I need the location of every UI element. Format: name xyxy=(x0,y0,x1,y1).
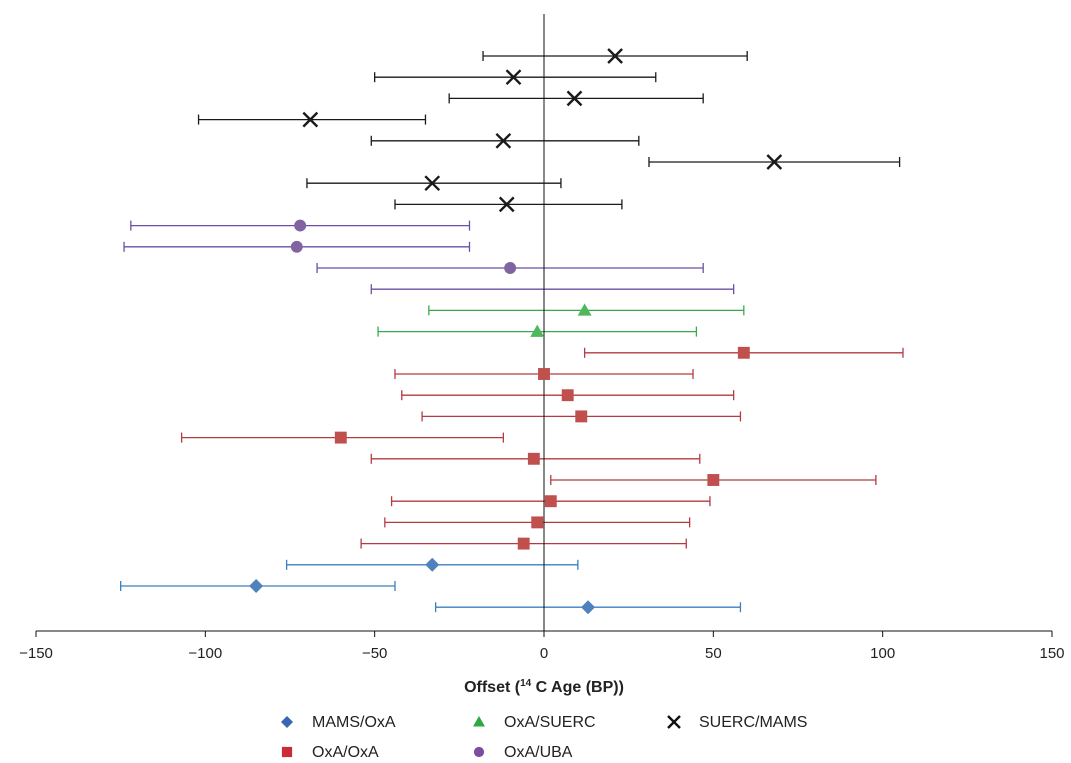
marker-suerc-mams-5 xyxy=(495,132,512,149)
x-tick-label-4: 0 xyxy=(540,645,548,662)
marker-suerc-mams-2 xyxy=(505,69,522,86)
error-bars-layer xyxy=(120,51,904,613)
x-tick-label-1: −150 xyxy=(19,645,53,662)
legend-marker-oxa-uba xyxy=(473,746,485,758)
legend-marker-mams-oxa xyxy=(281,716,293,728)
x-tick-label-6: 100 xyxy=(870,645,895,662)
x-axis-title-prefix: Offset ( xyxy=(464,679,521,696)
x-tick-label-3: −50 xyxy=(362,645,387,662)
marker-oxa-uba-3 xyxy=(504,262,517,274)
legend-marker-oxa-oxa xyxy=(281,746,293,758)
marker-mams-oxa-3 xyxy=(581,600,596,615)
x-axis-title-superscript: 14 xyxy=(520,678,532,689)
marker-mams-oxa-1 xyxy=(425,557,440,572)
marker-suerc-mams-3 xyxy=(566,90,583,107)
legend-label-suerc-mams: SUERC/MAMS xyxy=(699,714,807,731)
legend-label-oxa-uba: OxA/UBA xyxy=(504,744,573,761)
marker-oxa-uba-1 xyxy=(294,219,307,232)
legend-item-oxa-uba: OxA/UBA xyxy=(473,744,573,761)
legend-marker-oxa-suerc xyxy=(473,716,485,727)
marker-oxa-oxa-4 xyxy=(575,410,588,423)
x-tick-label-2: −100 xyxy=(188,645,222,662)
marker-oxa-uba-2 xyxy=(290,240,303,253)
marker-oxa-oxa-10 xyxy=(517,537,530,550)
marker-mams-oxa-2 xyxy=(249,579,264,593)
marker-oxa-oxa-1 xyxy=(737,346,750,359)
marker-oxa-oxa-6 xyxy=(527,452,540,465)
marker-oxa-oxa-9 xyxy=(531,516,544,529)
marker-oxa-oxa-2 xyxy=(538,368,550,380)
x-axis-title: Offset (14 C Age (BP)) xyxy=(464,678,624,696)
marker-suerc-mams-8 xyxy=(498,196,515,213)
marker-oxa-suerc-1 xyxy=(577,303,592,316)
x-axis-ticks: −150 −100 −50 0 50 100 150 xyxy=(19,631,1065,662)
legend-label-oxa-oxa: OxA/OxA xyxy=(312,744,379,761)
marker-oxa-oxa-5 xyxy=(334,431,347,444)
x-tick-label-7: 150 xyxy=(1039,645,1064,662)
marker-oxa-oxa-3 xyxy=(561,389,574,402)
legend-item-suerc-mams: SUERC/MAMS xyxy=(667,714,807,731)
marker-suerc-mams-7 xyxy=(424,175,441,192)
legend-item-mams-oxa: MAMS/OxA xyxy=(281,714,396,731)
legend-label-oxa-suerc: OxA/SUERC xyxy=(504,714,596,731)
legend-marker-suerc-mams xyxy=(667,715,681,729)
marker-oxa-oxa-7 xyxy=(707,474,720,486)
x-axis-title-suffix: C Age (BP)) xyxy=(531,679,624,696)
marker-oxa-oxa-8 xyxy=(544,495,557,508)
marker-suerc-mams-6 xyxy=(766,154,783,170)
markers-layer xyxy=(249,48,783,615)
legend-item-oxa-suerc: OxA/SUERC xyxy=(473,714,596,731)
x-tick-label-5: 50 xyxy=(705,645,722,662)
legend-label-mams-oxa: MAMS/OxA xyxy=(312,714,396,731)
marker-suerc-mams-4 xyxy=(302,111,319,128)
marker-oxa-suerc-2 xyxy=(530,324,545,337)
marker-suerc-mams-1 xyxy=(607,48,623,64)
legend: MAMS/OxA OxA/SUERC SUERC/MAMS OxA/OxA OxA/UB… xyxy=(281,714,807,761)
legend-item-oxa-oxa: OxA/OxA xyxy=(281,744,379,761)
error-bar-oxa-uba-4 xyxy=(370,284,735,295)
